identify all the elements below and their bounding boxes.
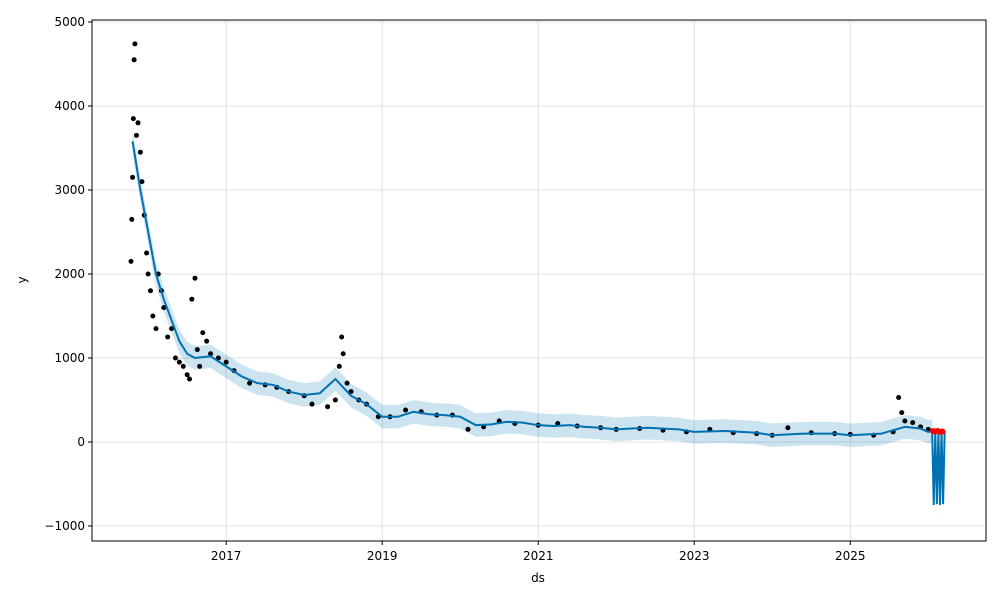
observed-point xyxy=(165,334,171,340)
observed-point xyxy=(145,271,151,277)
observed-point xyxy=(139,179,145,185)
observed-point xyxy=(200,330,206,336)
x-tick-label: 2023 xyxy=(679,549,710,563)
y-tick-label: 2000 xyxy=(54,267,85,281)
observed-point xyxy=(128,258,134,264)
observed-point xyxy=(150,313,156,319)
observed-point xyxy=(184,372,190,378)
observed-point xyxy=(135,120,141,126)
observed-point xyxy=(403,407,409,413)
observed-point xyxy=(332,397,338,403)
observed-point xyxy=(325,404,331,410)
observed-point xyxy=(785,425,791,431)
observed-point xyxy=(137,149,143,155)
y-tick-label: 5000 xyxy=(54,15,85,29)
y-tick-label: −1000 xyxy=(44,519,85,533)
observed-point xyxy=(176,359,182,365)
observed-point xyxy=(132,41,138,47)
observed-point xyxy=(172,355,178,361)
forecast-line xyxy=(131,141,946,505)
x-tick-label: 2017 xyxy=(211,549,242,563)
x-axis-label: ds xyxy=(531,571,545,585)
observed-point xyxy=(144,250,150,256)
observed-point xyxy=(223,359,229,365)
observed-point xyxy=(336,363,342,369)
observed-point xyxy=(348,389,354,395)
observed-point xyxy=(896,394,902,400)
observed-point xyxy=(148,288,154,294)
observed-point xyxy=(899,410,905,416)
observed-point xyxy=(133,132,139,138)
future-point xyxy=(939,428,946,435)
observed-point xyxy=(309,401,315,407)
observed-point xyxy=(194,347,200,353)
observed-point xyxy=(910,420,916,426)
observed-point xyxy=(902,418,908,424)
y-tick-label: 4000 xyxy=(54,99,85,113)
observed-point xyxy=(197,363,203,369)
observed-point xyxy=(130,174,136,180)
y-tick-label: 0 xyxy=(77,435,85,449)
observed-point xyxy=(187,376,193,382)
observed-point xyxy=(215,355,221,361)
y-tick-label: 1000 xyxy=(54,351,85,365)
observed-point xyxy=(189,296,195,302)
observed-point xyxy=(340,351,346,357)
y-tick-label: 3000 xyxy=(54,183,85,197)
observed-point xyxy=(339,334,345,340)
observed-point xyxy=(180,363,186,369)
observed-point xyxy=(344,380,350,386)
x-tick-label: 2025 xyxy=(835,549,866,563)
observed-point xyxy=(208,351,214,357)
observed-point xyxy=(169,326,175,332)
observed-point xyxy=(129,216,135,222)
plot-frame xyxy=(91,19,987,542)
observed-point xyxy=(247,380,253,386)
observed-point xyxy=(131,57,137,63)
observed-point xyxy=(130,116,136,122)
observed-point xyxy=(161,305,167,311)
x-tick-label: 2019 xyxy=(367,549,398,563)
observed-point xyxy=(465,426,471,432)
observed-point xyxy=(192,275,198,281)
observed-point xyxy=(204,338,210,344)
x-tick-label: 2021 xyxy=(523,549,554,563)
observed-point xyxy=(153,326,159,332)
y-axis-label: y xyxy=(15,276,29,283)
